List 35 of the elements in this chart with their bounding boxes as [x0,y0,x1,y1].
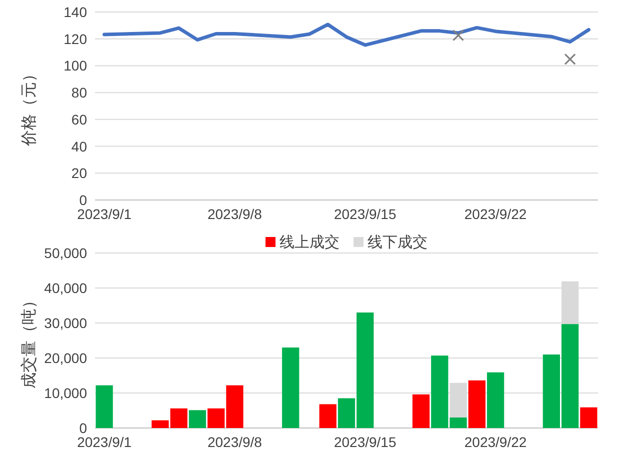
y-tick-label: 10,000 [44,385,88,401]
legend-label: 线上成交 [280,234,340,251]
y-tick-label: 0 [79,420,88,436]
y-tick-label: 140 [64,4,88,20]
x-tick-label: 2023/9/1 [77,206,132,222]
bar [412,394,430,428]
x-tick-label: 2023/9/22 [464,206,527,222]
bar [319,404,336,428]
y-tick-label: 120 [64,30,88,47]
legend-label: 线下成交 [368,234,428,251]
bar [580,407,598,428]
bar [486,372,504,428]
y-tick-label: 100 [64,58,88,74]
bar [468,380,486,428]
x-tick-label: 2023/9/15 [334,434,396,450]
x-tick-label: 2023/9/1 [77,434,132,450]
y-tick-label: 40,000 [44,280,88,296]
bar [282,348,300,428]
x-tick-label: 2023/9/22 [464,434,527,450]
y-tick-label: 20 [71,165,88,182]
y-tick-label: 80 [71,84,88,101]
x-tick-label: 2023/9/8 [207,434,262,450]
x-tick-label: 2023/9/15 [334,206,396,222]
y-tick-label: 20,000 [44,350,88,366]
line-series [102,22,590,47]
y-tick-label: 30,000 [44,315,88,331]
y-tick-label: 40 [71,138,88,154]
y-tick-label: 0 [79,192,88,208]
y-axis-title: 价格（元） [21,66,38,147]
y-tick-label: 60 [71,111,88,128]
bar [96,385,113,428]
y-axis-title: 成交量（吨） [20,292,38,388]
y-tick-label: 50,000 [44,245,88,261]
x-tick-label: 2023/9/8 [207,206,262,222]
bar [188,410,206,428]
